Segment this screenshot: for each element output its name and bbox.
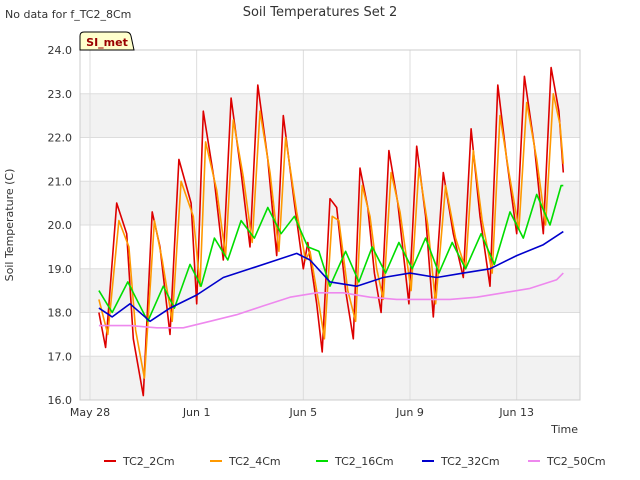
x-tick-label: May 28: [70, 406, 110, 419]
plot-band: [80, 93, 580, 138]
legend-item: TC2_50Cm: [528, 455, 606, 468]
legend-label: TC2_50Cm: [546, 455, 606, 468]
badge-label: SI_met: [86, 36, 128, 49]
y-tick-label: 20.0: [48, 219, 73, 232]
y-tick-label: 17.0: [48, 350, 73, 363]
series-lines: [98, 66, 565, 397]
legend-item: TC2_32Cm: [422, 455, 500, 468]
x-axis-label: Time: [550, 423, 578, 436]
plot-border: [79, 49, 581, 401]
series-line-tc2-50cm: [98, 272, 564, 329]
legend-label: TC2_32Cm: [440, 455, 500, 468]
legend-label: TC2_2Cm: [122, 455, 175, 468]
x-tick-label: Jun 5: [288, 406, 317, 419]
y-tick-label: 22.0: [48, 132, 73, 145]
y-tick-label: 18.0: [48, 307, 73, 320]
y-tick-label: 24.0: [48, 44, 73, 57]
x-tick-label: Jun 1: [182, 406, 211, 419]
y-tick-label: 23.0: [48, 88, 73, 101]
no-data-note: No data for f_TC2_8Cm: [5, 8, 131, 21]
y-tick-label: 19.0: [48, 263, 73, 276]
si-met-badge: SI_met: [79, 31, 135, 51]
plot-band: [80, 356, 580, 400]
series-line-tc2-32cm: [98, 230, 564, 323]
y-tick-label: 21.0: [48, 175, 73, 188]
x-tick-label: Jun 9: [395, 406, 424, 419]
series-line-tc2-4cm: [98, 93, 565, 379]
x-tick-label: Jun 13: [498, 406, 534, 419]
y-tick-label: 16.0: [48, 394, 73, 407]
y-axis-label: Soil Temperature (C): [3, 169, 16, 282]
legend-item: TC2_16Cm: [316, 455, 394, 468]
legend-item: TC2_4Cm: [210, 455, 281, 468]
legend: TC2_2Cm TC2_4Cm TC2_16Cm TC2_32Cm TC2_50Cm: [104, 455, 606, 468]
legend-label: TC2_4Cm: [228, 455, 281, 468]
y-tick-labels: 16.0 17.0 18.0 19.0 20.0 21.0 22.0 23.0 24.0: [48, 44, 73, 407]
legend-label: TC2_16Cm: [334, 455, 394, 468]
series-line-tc2-2cm: [98, 66, 565, 397]
chart-title: Soil Temperatures Set 2: [243, 5, 398, 20]
series-line-tc2-16cm: [98, 184, 564, 323]
x-tick-labels: May 28 Jun 1 Jun 5 Jun 9 Jun 13: [70, 406, 534, 419]
legend-item: TC2_2Cm: [104, 455, 175, 468]
plot-area: [79, 49, 581, 401]
badge-background: [79, 31, 135, 51]
